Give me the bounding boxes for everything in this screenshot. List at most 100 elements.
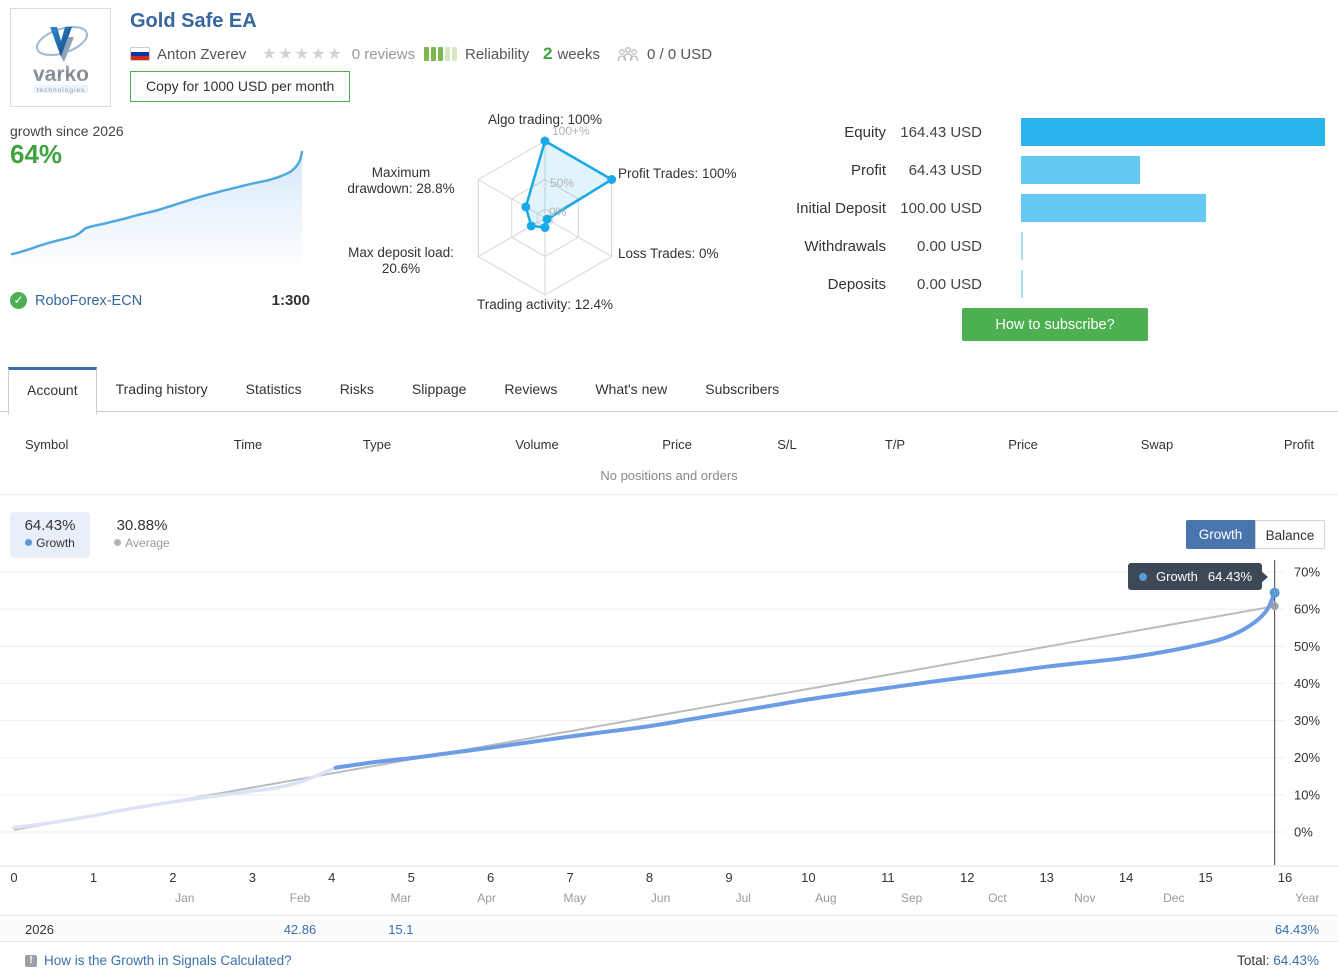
column-header-symbol[interactable]: Symbol bbox=[25, 437, 69, 452]
stat-bar bbox=[1021, 118, 1325, 146]
column-header-tp[interactable]: T/P bbox=[884, 437, 906, 452]
legend-growth-label: Growth bbox=[10, 536, 90, 550]
tab-reviews[interactable]: Reviews bbox=[504, 381, 558, 397]
toggle-growth-button[interactable]: Growth bbox=[1186, 520, 1255, 549]
reviews-count: 0 reviews bbox=[351, 45, 416, 63]
column-header-swap[interactable]: Swap bbox=[1140, 437, 1174, 452]
stat-value: 100.00 USD bbox=[900, 199, 982, 217]
stat-label: Deposits bbox=[827, 275, 886, 293]
stat-bar-track bbox=[1021, 270, 1326, 298]
stat-bar bbox=[1021, 194, 1206, 222]
signal-radar-chart: Algo trading: 100% Profit Trades: 100% L… bbox=[330, 108, 760, 323]
broker-link[interactable]: RoboForex-ECN bbox=[35, 292, 143, 309]
tooltip-label: Growth bbox=[1156, 569, 1198, 584]
stat-value: 0.00 USD bbox=[916, 275, 982, 293]
stat-row-initial-deposit: Initial Deposit 100.00 USD bbox=[700, 194, 1330, 222]
reliability-meter-icon bbox=[424, 47, 457, 61]
radar-ring-50: 50% bbox=[550, 176, 575, 190]
x-tick-1: 1 bbox=[89, 870, 98, 885]
subscribers-count: 0 / 0 USD bbox=[647, 45, 713, 63]
x-tick-8: 8 bbox=[645, 870, 654, 885]
x-month-year: Year bbox=[1295, 891, 1320, 905]
author-block: Anton Zverev bbox=[130, 44, 246, 64]
legend-growth[interactable]: 64.43% Growth bbox=[10, 512, 90, 558]
growth-calculation-link[interactable]: ! How is the Growth in Signals Calculate… bbox=[25, 953, 292, 968]
tab-account[interactable]: Account bbox=[8, 367, 97, 415]
footer: ! How is the Growth in Signals Calculate… bbox=[0, 949, 1338, 975]
tooltip-value: 64.43% bbox=[1207, 569, 1252, 584]
x-month-feb: Feb bbox=[289, 891, 311, 905]
toggle-balance-button[interactable]: Balance bbox=[1255, 520, 1325, 549]
radar-graphic bbox=[477, 136, 617, 296]
column-header-volume[interactable]: Volume bbox=[515, 437, 559, 452]
leverage-value: 1:300 bbox=[271, 292, 310, 309]
tab-subscribers[interactable]: Subscribers bbox=[705, 381, 780, 397]
stat-bar bbox=[1021, 156, 1140, 184]
x-tick-14: 14 bbox=[1118, 870, 1134, 885]
x-month-jun: Jun bbox=[650, 891, 671, 905]
x-tick-4: 4 bbox=[328, 870, 336, 885]
author-link[interactable]: Anton Zverev bbox=[157, 45, 247, 63]
legend-average-pct: 30.88% bbox=[116, 517, 168, 534]
column-header-price[interactable]: Price bbox=[1008, 437, 1038, 452]
stat-value: 0.00 USD bbox=[916, 237, 982, 255]
empty-positions-message: No positions and orders bbox=[600, 468, 738, 483]
subscribers-icon bbox=[617, 46, 639, 61]
column-header-profit[interactable]: Profit bbox=[1283, 437, 1315, 452]
column-header-sl[interactable]: S/L bbox=[777, 437, 797, 452]
x-tick-13: 13 bbox=[1039, 870, 1054, 885]
x-tick-5: 5 bbox=[407, 870, 415, 885]
x-month-nov: Nov bbox=[1074, 891, 1096, 905]
svg-text:technologies: technologies bbox=[36, 87, 85, 94]
stat-label: Equity bbox=[844, 123, 886, 141]
stat-row-deposits: Deposits 0.00 USD bbox=[700, 270, 1330, 298]
radar-label-loss-trades: Loss Trades: 0% bbox=[618, 246, 719, 261]
svg-text:30%: 30% bbox=[1294, 713, 1320, 728]
x-month-jul: Jul bbox=[735, 891, 751, 905]
legend-average[interactable]: 30.88% Average bbox=[104, 512, 180, 558]
age-block: 2 weeks bbox=[543, 44, 600, 64]
svg-text:40%: 40% bbox=[1294, 676, 1320, 691]
x-month-dec: Dec bbox=[1163, 891, 1185, 905]
x-tick-9: 9 bbox=[725, 870, 733, 885]
x-month-jan: Jan bbox=[175, 891, 195, 905]
subscribers-block: 0 / 0 USD bbox=[616, 44, 712, 64]
tab-statistics[interactable]: Statistics bbox=[245, 381, 302, 397]
stat-value: 164.43 USD bbox=[900, 123, 982, 141]
tab-trading-history[interactable]: Trading history bbox=[115, 381, 208, 397]
x-tick-10: 10 bbox=[801, 870, 816, 885]
radar-label-trading-activity: Trading activity: 12.4% bbox=[476, 297, 614, 312]
svg-text:20%: 20% bbox=[1294, 750, 1320, 765]
radar-label-profit-trades: Profit Trades: 100% bbox=[618, 166, 737, 181]
yearly-summary-row[interactable]: 2026 42.86 15.1 64.43% bbox=[0, 915, 1338, 942]
x-tick-12: 12 bbox=[960, 870, 975, 885]
reliability-label: Reliability bbox=[465, 45, 530, 63]
growth-chart[interactable]: 70% 60% 50% 40% 30% 20% 10% 0% bbox=[0, 558, 1338, 868]
tab-what-s-new[interactable]: What's new bbox=[595, 381, 668, 397]
summary-total: 64.43% bbox=[1274, 922, 1319, 937]
column-header-price[interactable]: Price bbox=[662, 437, 692, 452]
stat-bar-track bbox=[1021, 194, 1326, 222]
copy-signal-button[interactable]: Copy for 1000 USD per month bbox=[130, 71, 351, 102]
column-header-time[interactable]: Time bbox=[233, 437, 263, 452]
summary-value: 15.1 bbox=[388, 922, 414, 937]
radar-ring-100: 100+% bbox=[552, 124, 590, 138]
verified-check-icon: ✓ bbox=[10, 292, 27, 309]
tab-risks[interactable]: Risks bbox=[339, 381, 374, 397]
radar-label-algo: Algo trading: 100% bbox=[487, 112, 603, 127]
stat-bar-track bbox=[1021, 232, 1326, 260]
svg-text:10%: 10% bbox=[1294, 787, 1320, 802]
stat-row-withdrawals: Withdrawals 0.00 USD bbox=[700, 232, 1330, 260]
svg-text:0%: 0% bbox=[1294, 825, 1313, 840]
chart-tooltip: Growth 64.43% bbox=[1128, 563, 1268, 590]
column-header-type[interactable]: Type bbox=[362, 437, 392, 452]
stat-bar-track bbox=[1021, 118, 1326, 146]
stat-label: Initial Deposit bbox=[795, 199, 886, 217]
how-to-subscribe-button[interactable]: How to subscribe? bbox=[962, 308, 1148, 341]
reliability-block: Reliability bbox=[424, 44, 529, 64]
brand-logo: varko technologies bbox=[10, 8, 111, 107]
tab-slippage[interactable]: Slippage bbox=[411, 381, 467, 397]
info-icon: ! bbox=[25, 954, 37, 967]
radar-label-drawdown: Maximum drawdown: 28.8% bbox=[347, 165, 455, 196]
rating-block[interactable]: ★★★★★ 0 reviews bbox=[262, 44, 415, 64]
